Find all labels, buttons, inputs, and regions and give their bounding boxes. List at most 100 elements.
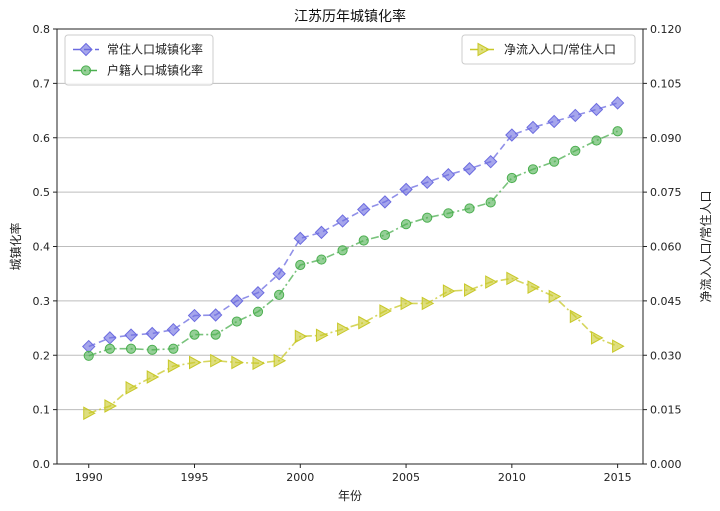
y-right-tick-label: 0.105: [650, 77, 682, 90]
legend-marker: [79, 42, 93, 57]
y-axis-left-title: 城镇化率: [8, 222, 23, 270]
y-axis-right-title: 净流入人口/常住人口: [699, 190, 713, 302]
y-right-tick-label: 0.060: [650, 241, 682, 254]
y-right-tick-label: 0.075: [650, 186, 682, 199]
data-point: [230, 294, 244, 308]
legend-marker: [80, 65, 92, 76]
data-point: [549, 156, 560, 167]
data-point: [357, 202, 371, 217]
data-point: [378, 195, 392, 209]
y-left-tick-label: 0.8: [33, 23, 51, 36]
data-point: [442, 284, 456, 298]
x-tick-label: 2015: [604, 471, 632, 484]
data-point: [337, 245, 348, 256]
data-point: [251, 286, 265, 300]
data-point: [464, 283, 477, 297]
y-left-tick-label: 0.0: [33, 458, 51, 471]
axes: 0.0 0.1 0.2 0.3 0.4 0.5 0.6 0.7 0.8 0.000 0.015 0.0…: [33, 23, 682, 484]
x-axis-title: 年份: [338, 489, 362, 503]
data-point: [252, 356, 266, 371]
data-point: [612, 339, 625, 354]
data-point: [547, 114, 561, 129]
data-point: [506, 172, 517, 184]
data-point: [103, 331, 117, 345]
data-point: [124, 328, 138, 342]
data-point: [295, 259, 306, 271]
y-left-tick-label: 0.4: [33, 241, 51, 254]
data-point: [335, 214, 350, 228]
data-point: [189, 329, 200, 340]
data-point: [293, 231, 307, 246]
data-point: [125, 381, 139, 395]
data-point: [400, 219, 412, 230]
data-point: [145, 326, 159, 341]
y-right-tick-label: 0.030: [650, 349, 682, 362]
data-point: [420, 175, 434, 190]
chart-title: 江苏历年城镇化率: [294, 8, 406, 25]
data-point: [147, 344, 158, 355]
series-1: [82, 96, 625, 354]
data-point: [422, 212, 433, 223]
data-point: [443, 208, 454, 219]
legend-right: 净流入人口/常住人口: [461, 34, 636, 65]
y-left-tick-label: 0.6: [33, 132, 51, 145]
data-point: [485, 197, 496, 208]
data-point: [125, 343, 137, 354]
y-right-tick-label: 0.120: [650, 23, 682, 36]
y-right-tick-label: 0.000: [650, 458, 682, 471]
data-point: [83, 406, 96, 421]
data-point: [337, 322, 350, 336]
data-point: [464, 203, 475, 214]
y-left-tick-label: 0.3: [33, 295, 51, 308]
x-tick-label: 2000: [286, 471, 314, 484]
x-tick-label: 1995: [181, 471, 209, 484]
data-point: [421, 296, 435, 311]
data-point: [548, 289, 562, 304]
x-tick-label: 1990: [75, 471, 103, 484]
legend-label: 净流入人口/常住人口: [504, 43, 616, 57]
data-point: [104, 343, 115, 354]
data-point: [273, 353, 287, 368]
data-point: [314, 225, 329, 240]
series-line: [88, 130, 618, 357]
y-left-tick-label: 0.5: [33, 186, 51, 199]
data-point: [612, 126, 623, 137]
data-point: [274, 289, 285, 300]
y-left-tick-label: 0.1: [33, 404, 51, 417]
data-point: [166, 322, 181, 337]
data-point: [231, 355, 244, 370]
data-point: [527, 164, 539, 175]
data-point: [187, 308, 202, 323]
data-point: [358, 235, 369, 246]
plot-frame: [56, 28, 644, 465]
data-point: [379, 229, 391, 241]
series-3: [83, 271, 625, 421]
data-point: [441, 168, 456, 182]
data-point: [506, 271, 519, 286]
grid-lines: [57, 28, 643, 465]
x-tick-label: 2010: [498, 471, 526, 484]
data-point: [569, 309, 583, 324]
data-point: [590, 331, 604, 345]
data-point: [83, 350, 94, 361]
data-point: [210, 353, 223, 368]
data-point: [379, 304, 392, 318]
y-right-tick-label: 0.090: [650, 132, 682, 145]
data-point: [316, 254, 327, 265]
data-point: [104, 399, 117, 413]
legend-label: 常住人口城镇化率: [107, 42, 203, 57]
data-point: [526, 120, 540, 135]
data-point: [485, 275, 498, 289]
data-point: [527, 280, 541, 294]
legend-marker: [477, 42, 491, 57]
data-point: [189, 355, 202, 370]
data-point: [272, 266, 286, 281]
data-point: [462, 162, 477, 176]
series-line: [88, 102, 618, 348]
data-point: [167, 359, 181, 373]
y-right-tick-label: 0.015: [650, 404, 682, 417]
legend-box: [461, 34, 636, 65]
legend-box: [64, 34, 214, 86]
